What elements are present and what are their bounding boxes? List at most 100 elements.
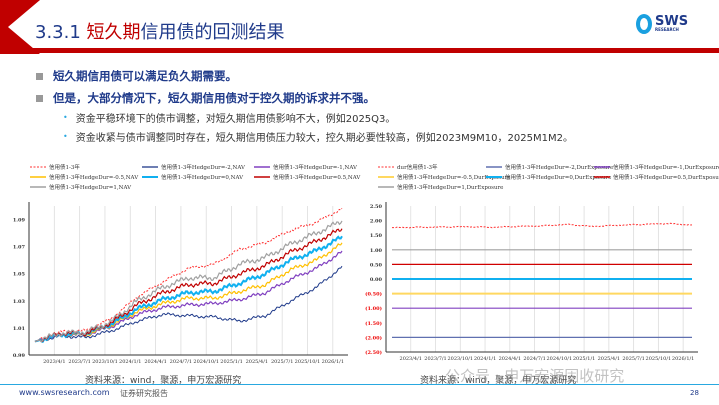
y-tick-label: 1.07 (13, 245, 26, 251)
legend-item: 信用债1-3年HedgeDur=0.5,DurExposure (594, 173, 719, 181)
sws-logo: SWS RESEARCH (636, 14, 688, 34)
legend-swatch (594, 166, 610, 168)
y-tick-label: 2.00 (370, 219, 383, 225)
legend-swatch (378, 186, 394, 188)
legend-swatch (378, 166, 394, 168)
y-tick-label: 0.00 (370, 277, 383, 283)
bullet-2: 但是，大部分情况下，短久期信用债对于控久期的诉求并不强。 (36, 90, 375, 106)
title-rest: 信用债的回测结果 (140, 22, 285, 43)
title-highlight: 短久期 (86, 22, 141, 43)
x-tick-label: 2025/4/1 (598, 356, 620, 362)
header-accent (0, 0, 40, 54)
x-tick-label: 2024/4/1 (144, 359, 166, 365)
y-tick-label: (1.00) (365, 305, 382, 312)
x-tick-label: 2024/1/1 (119, 359, 141, 365)
legend-label: 信用债1-3年HedgeDur=1,DurExposure (397, 185, 504, 191)
x-tick-label: 2023/10/1 (447, 356, 473, 362)
x-tick-label: 2024/1/1 (474, 356, 496, 362)
legend-label: 信用债1-3年 (49, 165, 80, 171)
y-tick-label: 1.00 (370, 248, 383, 254)
legend-swatch (594, 176, 610, 178)
title-prefix: 3.3.1 (35, 22, 87, 43)
page-title: 3.3.1 短久期信用债的回测结果 (35, 18, 285, 44)
x-tick-label: 2025/7/1 (271, 359, 293, 365)
legend-item: dur信用债1-3年 (378, 163, 438, 171)
legend-label: 信用债1-3年HedgeDur=-1,DurExposure (613, 165, 719, 171)
legend-swatch (378, 176, 394, 178)
y-tick-label: (0.50) (365, 291, 382, 298)
legend-swatch (486, 166, 502, 168)
legend-item: 信用债1-3年HedgeDur=-0.5,DurExposure (378, 173, 511, 181)
series-line (34, 265, 343, 342)
legend-swatch (30, 186, 46, 188)
bullet-1: 短久期信用债可以满足负久期需要。 (36, 68, 237, 84)
legend-label: 信用债1-3年HedgeDur=-0.5,NAV (49, 175, 139, 181)
series-line (34, 235, 343, 344)
logo-text: SWS (655, 14, 689, 29)
x-tick-label: 2024/10/1 (193, 359, 219, 365)
x-tick-label: 2025/1/1 (220, 359, 242, 365)
legend-label: dur信用债1-3年 (397, 165, 438, 171)
watermark: 公众号 · 申万宏源固收研究 (445, 367, 625, 385)
x-tick-label: 2025/1/1 (573, 356, 595, 362)
legend-swatch (30, 176, 46, 178)
x-tick-label: 2025/7/1 (622, 356, 644, 362)
sub-bullet-text: 资金收紧与债市调整同时存在，短久期信用债压力较大，控久期必要性较高，例如2023… (75, 133, 573, 144)
legend-swatch (254, 176, 270, 178)
x-tick-label: 2026/1/1 (672, 356, 694, 362)
legend-swatch (30, 166, 46, 168)
y-tick-label: 1.09 (13, 218, 26, 224)
bullet-square-icon (36, 72, 43, 80)
legend-swatch (142, 176, 158, 178)
footer-url-link[interactable]: www.swsresearch.com (19, 388, 110, 397)
logo-subtext: RESEARCH (655, 27, 679, 32)
y-tick-label: (2.50) (365, 349, 382, 356)
legend-label: 信用债1-3年HedgeDur=-2,DurExposure (505, 165, 614, 171)
legend-item: 信用债1-3年HedgeDur=0,NAV (142, 173, 243, 181)
logo-mark-icon (636, 14, 652, 34)
x-tick-label: 2023/7/1 (68, 359, 90, 365)
legend-item: 信用债1-3年 (30, 163, 80, 171)
series-line (392, 222, 693, 229)
x-tick-label: 2023/4/1 (400, 356, 422, 362)
bullet-text: 但是，大部分情况下，短久期信用债对于控久期的诉求并不强。 (53, 91, 375, 105)
footer-report-label: 证券研究报告 (120, 389, 168, 398)
x-tick-label: 2024/4/1 (499, 356, 521, 362)
y-tick-label: 1.05 (13, 272, 26, 278)
legend-label: 信用债1-3年HedgeDur=1,NAV (49, 185, 132, 191)
x-tick-label: 2023/7/1 (424, 356, 446, 362)
legend-swatch (142, 166, 158, 168)
legend-label: 信用债1-3年HedgeDur=-0.5,DurExposure (397, 175, 511, 181)
source-note-left: 资料来源：wind，聚源，申万宏源研究 (85, 376, 242, 386)
legend-label: 信用债1-3年HedgeDur=-2,NAV (161, 165, 245, 171)
y-tick-label: 1.01 (13, 326, 25, 332)
sub-bullet-2: • 资金收紧与债市调整同时存在，短久期信用债压力较大，控久期必要性较高，例如202… (63, 129, 573, 144)
y-tick-label: 1.03 (13, 299, 26, 305)
chart-left-nav: 2023/4/1 2023/7/1 2023/10/1 2024/1/1 2024/4/… (13, 202, 348, 365)
legend-item: 信用债1-3年HedgeDur=1,DurExposure (378, 183, 503, 191)
x-tick-label: 2025/4/1 (246, 359, 268, 365)
legend-swatch (254, 166, 270, 168)
bullet-text: 短久期信用债可以满足负久期需要。 (53, 69, 237, 83)
x-tick-label: 2026/1/1 (322, 359, 344, 365)
x-tick-label: 2025/10/1 (295, 359, 321, 365)
x-tick-label: 2024/7/1 (523, 356, 545, 362)
legend-item: 信用债1-3年HedgeDur=-2,DurExposure (486, 163, 613, 171)
y-tick-label: 2.50 (370, 204, 383, 210)
legend-label: 信用债1-3年HedgeDur=0,NAV (161, 175, 244, 181)
legend-label: 信用债1-3年HedgeDur=0,DurExposure (505, 175, 612, 181)
y-tick-label: 1.50 (370, 233, 383, 239)
x-tick-label: 2023/10/1 (92, 359, 118, 365)
x-tick-label: 2024/10/1 (547, 356, 573, 362)
bullet-dot-icon: • (63, 132, 68, 141)
bullet-dot-icon: • (63, 113, 68, 122)
bullet-square-icon (36, 94, 43, 102)
legend-label: 信用债1-3年HedgeDur=0.5,DurExposure (613, 175, 719, 181)
footer-rule (0, 384, 719, 385)
legend-item: 信用债1-3年HedgeDur=-1,NAV (254, 163, 357, 171)
x-tick-label: 2025/10/1 (646, 356, 672, 362)
y-tick-label: (2.00) (365, 334, 382, 341)
legend-item: 信用债1-3年HedgeDur=-0.5,NAV (30, 173, 138, 181)
sub-bullet-text: 资金平稳环境下的债市调整，对短久期信用债影响不大，例如2025Q3。 (75, 114, 396, 125)
legend-swatch (486, 176, 502, 178)
